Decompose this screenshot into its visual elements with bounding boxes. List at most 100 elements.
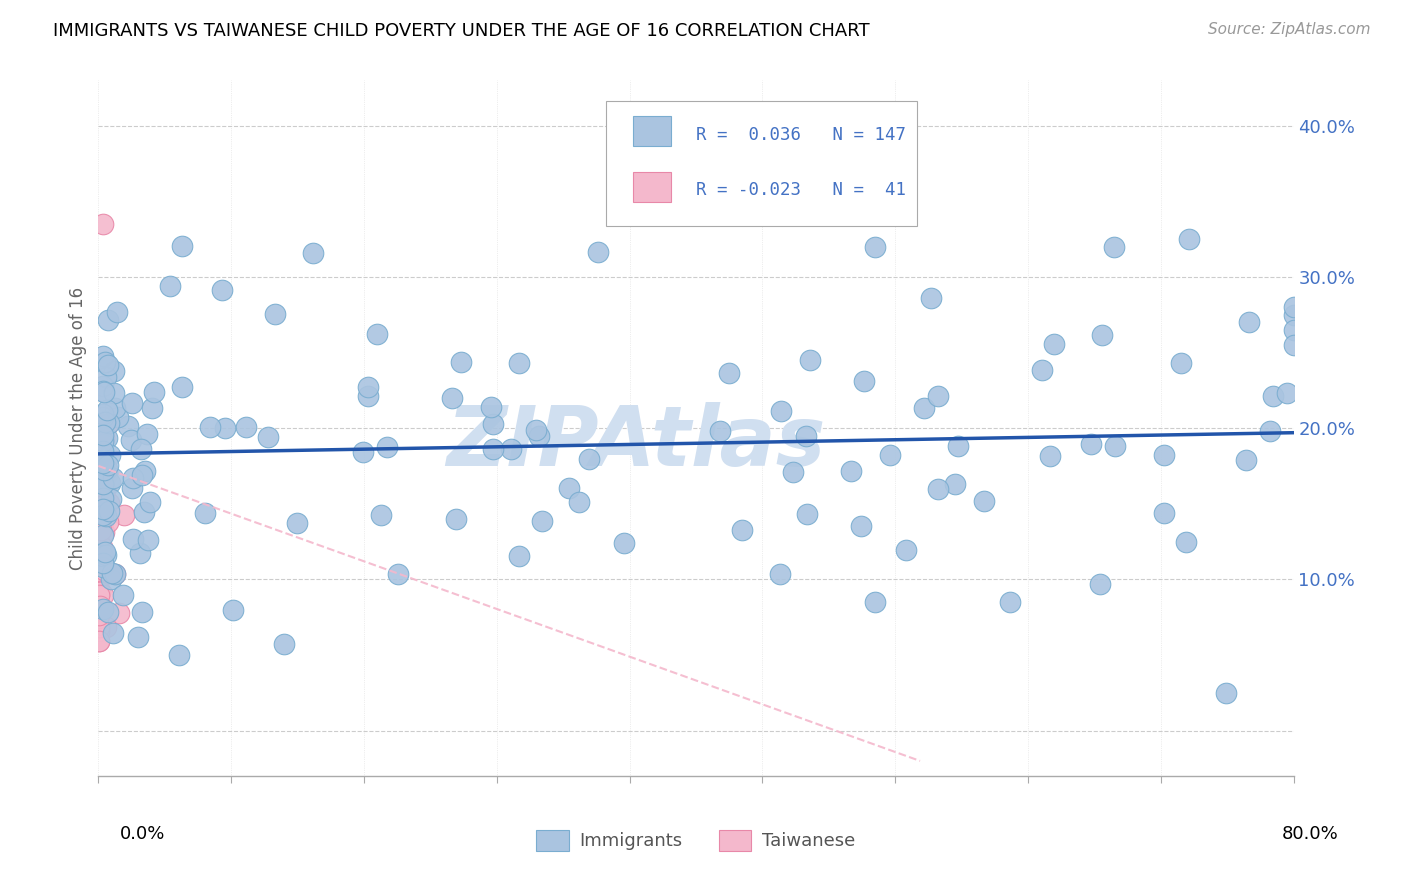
Point — [89, 584, 111, 599]
Point — [89, 466, 111, 480]
Point — [1088, 577, 1111, 591]
Point — [273, 637, 295, 651]
Point — [94, 548, 117, 562]
FancyBboxPatch shape — [633, 172, 671, 202]
Point — [89, 585, 111, 599]
Point — [91, 434, 114, 448]
Point — [136, 533, 159, 547]
Point — [1178, 232, 1201, 246]
Point — [709, 424, 731, 438]
Point — [94, 370, 117, 384]
Point — [89, 493, 111, 508]
Point — [87, 633, 110, 648]
Point — [91, 477, 114, 491]
Point — [1237, 315, 1260, 329]
Point — [1282, 300, 1305, 314]
Point — [120, 434, 142, 448]
Point — [91, 407, 114, 421]
Point — [91, 559, 114, 574]
Point — [93, 384, 115, 399]
Point — [87, 608, 110, 623]
Point — [1282, 308, 1305, 322]
Text: 80.0%: 80.0% — [1282, 825, 1339, 843]
Point — [927, 482, 949, 496]
Point — [91, 437, 114, 451]
Point — [730, 523, 752, 537]
Point — [129, 442, 152, 456]
Point — [301, 246, 323, 260]
Text: 0.0%: 0.0% — [120, 825, 165, 843]
Point — [357, 379, 380, 393]
Point — [100, 448, 122, 462]
Point — [91, 544, 114, 558]
Point — [482, 417, 505, 432]
Text: IMMIGRANTS VS TAIWANESE CHILD POVERTY UNDER THE AGE OF 16 CORRELATION CHART: IMMIGRANTS VS TAIWANESE CHILD POVERTY UN… — [53, 22, 870, 40]
Point — [499, 442, 522, 457]
Point — [90, 569, 112, 583]
Point — [97, 358, 120, 372]
Point — [91, 556, 114, 570]
Point — [96, 402, 118, 417]
Point — [90, 461, 112, 475]
Point — [945, 477, 967, 491]
Point — [530, 514, 553, 528]
Point — [117, 418, 139, 433]
Point — [1261, 389, 1284, 403]
Point — [782, 465, 804, 479]
Point — [100, 572, 122, 586]
Point — [264, 306, 287, 320]
Point — [97, 605, 120, 619]
Point — [89, 483, 111, 498]
Point — [366, 327, 388, 342]
Point — [91, 527, 114, 541]
Point — [87, 589, 110, 603]
Point — [89, 507, 111, 521]
Point — [444, 512, 467, 526]
Point — [841, 464, 863, 478]
Point — [136, 427, 159, 442]
Point — [1170, 356, 1192, 370]
Point — [896, 542, 918, 557]
Point — [89, 522, 111, 536]
Point — [93, 563, 115, 577]
Point — [796, 507, 818, 521]
Point — [131, 468, 153, 483]
Point — [578, 452, 600, 467]
Point — [865, 595, 887, 609]
Point — [222, 603, 245, 617]
Point — [198, 420, 221, 434]
Point — [93, 524, 115, 539]
Point — [91, 510, 114, 524]
Point — [718, 366, 741, 380]
Y-axis label: Child Poverty Under the Age of 16: Child Poverty Under the Age of 16 — [69, 286, 87, 570]
Point — [1091, 327, 1114, 342]
Point — [1215, 686, 1237, 700]
Point — [508, 549, 530, 564]
Point — [97, 312, 120, 326]
Point — [479, 401, 502, 415]
Point — [96, 467, 118, 482]
Point — [169, 648, 191, 662]
Point — [1234, 453, 1257, 467]
Point — [912, 401, 935, 415]
Point — [89, 537, 111, 551]
Point — [257, 429, 280, 443]
Point — [1153, 506, 1175, 520]
FancyBboxPatch shape — [633, 116, 671, 146]
Point — [568, 494, 591, 508]
Point — [879, 448, 901, 462]
Point — [98, 476, 121, 491]
Point — [91, 475, 114, 489]
Point — [97, 417, 120, 431]
Point — [194, 506, 217, 520]
Point — [91, 427, 114, 442]
Point — [91, 588, 114, 602]
Point — [357, 388, 380, 402]
Point — [89, 546, 111, 560]
Point — [94, 483, 117, 497]
Point — [121, 471, 143, 485]
Point — [94, 355, 117, 369]
Point — [214, 421, 236, 435]
Point — [91, 444, 114, 458]
Point — [852, 374, 875, 388]
